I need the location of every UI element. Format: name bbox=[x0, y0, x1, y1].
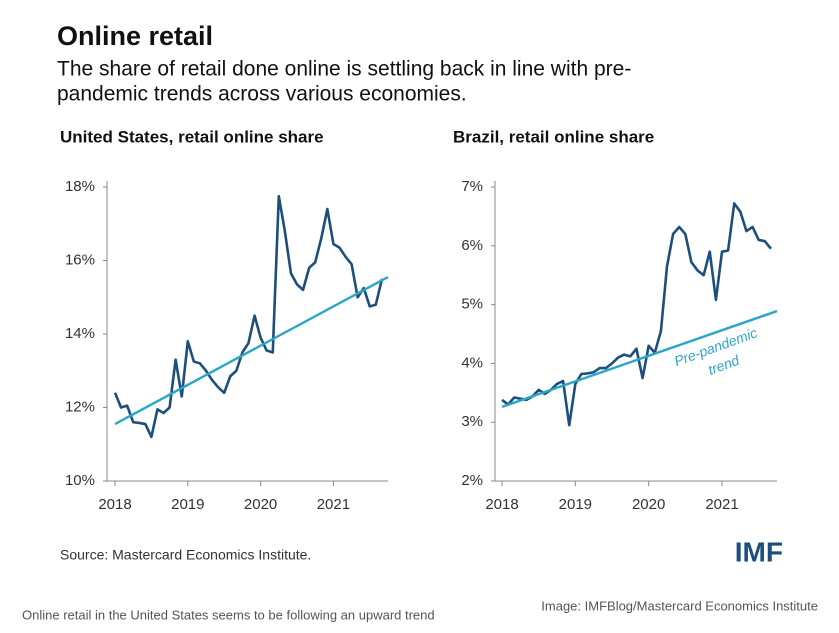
series-line bbox=[501, 202, 772, 427]
y-tick-label: 14% bbox=[65, 325, 95, 342]
credit: Image: IMFBlog/Mastercard Economics Inst… bbox=[541, 598, 818, 613]
y-tick-label: 7% bbox=[461, 178, 483, 195]
x-tick-label: 2020 bbox=[244, 496, 277, 513]
title: Online retail bbox=[57, 21, 213, 51]
x-tick-label: 2021 bbox=[317, 496, 350, 513]
y-tick-label: 6% bbox=[461, 237, 483, 254]
subtitle-line: The share of retail done online is settl… bbox=[57, 58, 631, 81]
chart-title: United States, retail online share bbox=[60, 127, 324, 146]
y-tick-label: 3% bbox=[461, 413, 483, 430]
x-tick-label: 2019 bbox=[559, 496, 592, 513]
x-tick-label: 2020 bbox=[632, 496, 665, 513]
series-line bbox=[113, 194, 384, 439]
logo: IMF bbox=[735, 536, 783, 567]
x-tick-label: 2019 bbox=[171, 496, 204, 513]
series-line bbox=[114, 275, 389, 426]
x-tick-label: 2018 bbox=[485, 496, 518, 513]
y-tick-label: 4% bbox=[461, 354, 483, 371]
series-line bbox=[501, 309, 778, 409]
y-tick-label: 12% bbox=[65, 398, 95, 415]
chart-title: Brazil, retail online share bbox=[453, 127, 654, 146]
y-tick-label: 18% bbox=[65, 178, 95, 195]
y-tick-label: 2% bbox=[461, 472, 483, 489]
subtitle-line: pandemic trends across various economies… bbox=[57, 83, 467, 106]
y-tick-label: 10% bbox=[65, 472, 95, 489]
caption: Online retail in the United States seems… bbox=[22, 607, 435, 622]
x-tick-label: 2018 bbox=[98, 496, 131, 513]
x-tick-label: 2021 bbox=[705, 496, 738, 513]
y-tick-label: 5% bbox=[461, 296, 483, 313]
y-tick-label: 16% bbox=[65, 251, 95, 268]
source: Source: Mastercard Economics Institute. bbox=[60, 547, 311, 563]
